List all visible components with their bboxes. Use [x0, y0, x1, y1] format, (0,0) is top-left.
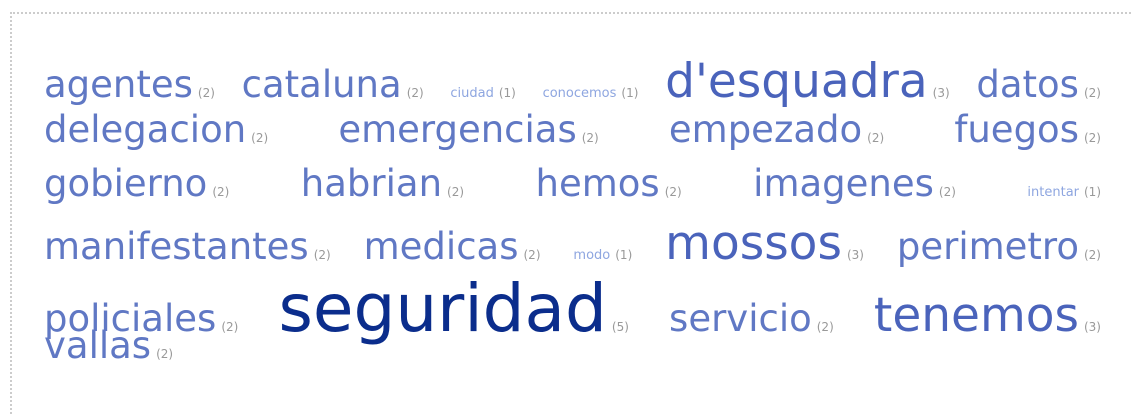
tag-item: intentar (1)	[1027, 185, 1101, 200]
tag-count: (2)	[447, 185, 465, 199]
cloud-row: vallas (2)	[44, 324, 1109, 378]
tag-count: (2)	[1083, 86, 1101, 100]
tag-word: cataluna	[241, 63, 402, 106]
tag-word: fuegos	[954, 108, 1079, 151]
tag-word: imagenes	[753, 162, 934, 205]
tag-item: emergencias (2)	[338, 108, 598, 151]
tag-count: (2)	[1083, 248, 1101, 262]
tag-word: habrian	[300, 162, 443, 205]
tag-item: servicio (2)	[669, 297, 834, 340]
tag-word: agentes	[44, 63, 193, 106]
cloud-row: policiales (2) seguridad (5) servicio (2) tene…	[44, 270, 1109, 347]
tag-count: (2)	[197, 86, 215, 100]
tag-count: (2)	[406, 86, 424, 100]
tag-count: (3)	[932, 86, 950, 100]
tag-item: hemos (2)	[536, 162, 682, 205]
tag-word: modo	[573, 248, 611, 263]
tag-item: empezado (2)	[669, 108, 884, 151]
tag-cloud-frame: agentes (2) cataluna (2) ciudad (1) conocemos (…	[10, 12, 1131, 414]
cloud-row: agentes (2) cataluna (2) ciudad (1) conocemos (…	[44, 54, 1109, 109]
tag-count: (2)	[313, 248, 331, 262]
tag-count: (2)	[221, 320, 239, 334]
tag-word: medicas	[363, 225, 519, 268]
tag-word: hemos	[535, 162, 660, 205]
tag-word: tenemos	[873, 288, 1079, 343]
cloud-row: manifestantes (2) medicas (2) modo (1) mossos (…	[44, 216, 1109, 271]
tag-item: perimetro (2)	[897, 225, 1101, 268]
tag-item: habrian (2)	[301, 162, 464, 205]
tag-item: agentes (2)	[44, 63, 215, 106]
tag-count: (1)	[615, 248, 633, 262]
tag-word: datos	[976, 63, 1079, 106]
tag-item: datos (2)	[976, 63, 1101, 106]
tag-cloud: agentes (2) cataluna (2) ciudad (1) conocemos (…	[44, 54, 1109, 378]
tag-word: manifestantes	[44, 225, 309, 268]
tag-word: vallas	[44, 324, 152, 367]
tag-word: seguridad	[278, 270, 607, 347]
tag-item: mossos (3)	[665, 216, 864, 271]
tag-word: intentar	[1027, 185, 1079, 200]
tag-count: (3)	[846, 248, 864, 262]
tag-item: medicas (2)	[364, 225, 541, 268]
tag-word: mossos	[665, 216, 842, 271]
tag-count: (2)	[664, 185, 682, 199]
tag-word: delegacion	[44, 108, 247, 151]
tag-item: ciudad (1)	[450, 86, 515, 101]
tag-count: (2)	[938, 185, 956, 199]
tag-count: (3)	[1083, 320, 1101, 334]
cloud-row: delegacion (2) emergencias (2) empezado (2) fu…	[44, 108, 1109, 162]
tag-word: emergencias	[338, 108, 577, 151]
tag-item: policiales (2)	[44, 297, 238, 340]
tag-count: (2)	[816, 320, 834, 334]
tag-word: servicio	[669, 297, 812, 340]
tag-word: policiales	[44, 297, 217, 340]
tag-item: delegacion (2)	[44, 108, 268, 151]
tag-count: (2)	[581, 131, 599, 145]
tag-item: fuegos (2)	[954, 108, 1101, 151]
tag-count: (2)	[523, 248, 541, 262]
tag-item: conocemos (1)	[543, 86, 639, 101]
tag-count: (2)	[156, 347, 174, 361]
tag-word: ciudad	[450, 86, 494, 101]
tag-count: (1)	[621, 86, 639, 100]
tag-item: gobierno (2)	[44, 162, 229, 205]
tag-word: perimetro	[896, 225, 1079, 268]
tag-item: cataluna (2)	[242, 63, 424, 106]
tag-count: (2)	[251, 131, 269, 145]
tag-word: d'esquadra	[665, 54, 928, 109]
tag-count: (1)	[1084, 185, 1101, 199]
tag-word: empezado	[668, 108, 863, 151]
tag-item: seguridad (5)	[278, 270, 628, 347]
tag-item: imagenes (2)	[753, 162, 956, 205]
tag-count: (5)	[611, 320, 629, 334]
cloud-row: gobierno (2) habrian (2) hemos (2) imagenes (2)…	[44, 162, 1109, 216]
tag-count: (2)	[212, 185, 230, 199]
tag-word: conocemos	[542, 86, 617, 101]
tag-count: (2)	[1083, 131, 1101, 145]
tag-item: manifestantes (2)	[44, 225, 331, 268]
tag-word: gobierno	[44, 162, 208, 205]
tag-item: vallas (2)	[44, 324, 173, 367]
tag-item: tenemos (3)	[874, 288, 1101, 343]
tag-count: (1)	[498, 86, 516, 100]
tag-item: d'esquadra (3)	[665, 54, 950, 109]
tag-count: (2)	[867, 131, 885, 145]
tag-item: modo (1)	[573, 248, 632, 263]
